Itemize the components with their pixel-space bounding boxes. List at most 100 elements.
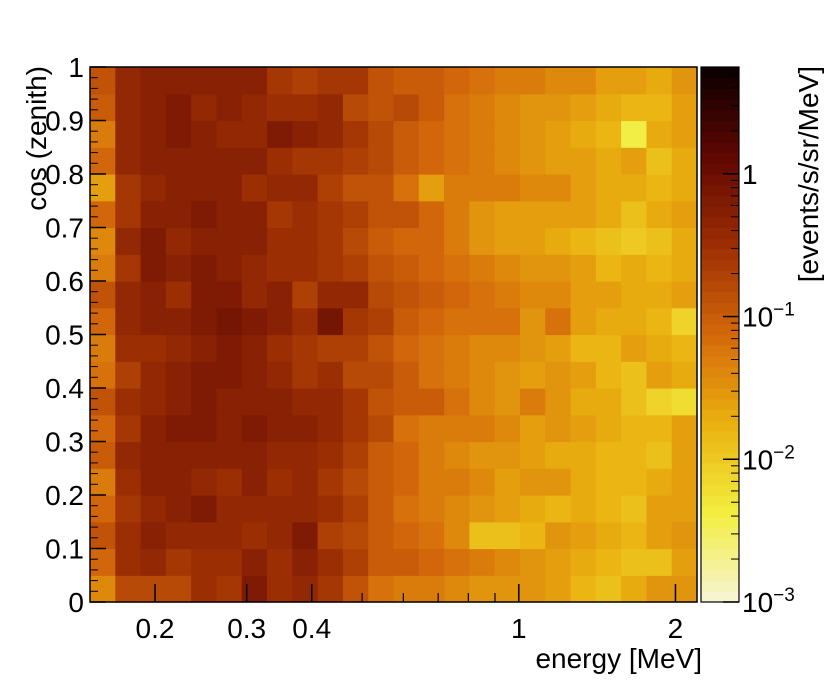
heatmap-cell [519,147,546,175]
heatmap-cell [469,93,496,122]
heatmap-cell [621,414,648,443]
heatmap-cell [292,281,319,309]
heatmap-cell [90,93,116,122]
heatmap-cell [292,361,319,389]
heatmap-cell [342,414,369,443]
heatmap-cell [595,548,622,576]
heatmap-cell [545,388,572,416]
heatmap-cell [165,174,192,202]
heatmap-cell [90,120,116,148]
colorbar-frame [700,66,740,603]
heatmap-cell [368,120,395,148]
heatmap-cell [519,67,546,95]
heatmap-cell [342,147,369,175]
heatmap-cell [646,281,673,309]
heatmap-cell [140,307,167,336]
heatmap-cell [444,441,470,469]
colorbar-band [701,88,739,100]
heatmap-cell [165,468,192,496]
heatmap-cell [90,575,116,603]
heatmap-cell [267,334,293,362]
heatmap-cell [241,361,268,389]
heatmap-cell [267,200,293,229]
heatmap-cell [393,67,420,95]
heatmap-cell [191,120,218,148]
heatmap-cell [368,334,395,362]
heatmap-cell [444,468,470,496]
colorbar-band [701,206,739,218]
heatmap-cell [140,495,167,523]
colorbar-band [701,184,739,196]
heatmap-cell [216,120,243,148]
y-tick-label: 1 [68,52,84,83]
heatmap-cell [342,441,369,469]
heatmap-cell [267,468,293,496]
heatmap-cell [241,307,268,336]
heatmap-cell [165,495,192,523]
heatmap-cell [165,334,192,362]
heatmap-cell [444,174,470,202]
heatmap-cell [393,174,420,202]
heatmap-cell [216,93,243,122]
heatmap-cell [646,227,673,255]
heatmap-cell [595,227,622,255]
heatmap-cell [570,307,597,336]
heatmap-cell [191,441,218,469]
heatmap-cell [519,575,546,603]
heatmap-cell [494,521,521,550]
heatmap-cell [671,307,698,336]
heatmap-cell [191,200,218,229]
heatmap-cell [519,495,546,523]
heatmap-cell [545,307,572,336]
colorbar-band [701,527,739,539]
heatmap-cell [165,93,192,122]
heatmap-cell [621,67,648,95]
heatmap-cell [342,254,369,282]
heatmap-cell [267,361,293,389]
heatmap-cell [90,388,116,416]
heatmap-cell [545,281,572,309]
heatmap-cell [368,441,395,469]
heatmap-cell [444,334,470,362]
heatmap-cell [621,441,648,469]
heatmap-cell [368,414,395,443]
heatmap-cell [519,548,546,576]
heatmap-cell [140,200,167,229]
x-tick-label: 0.4 [292,613,331,644]
heatmap-cell [165,521,192,550]
heatmap-cell [241,120,268,148]
heatmap-cell [317,307,344,336]
heatmap-cell [646,468,673,496]
heatmap-cell [646,67,673,95]
heatmap-cell [469,200,496,229]
heatmap-cell [342,227,369,255]
heatmap-cell [646,441,673,469]
heatmap-cell [216,414,243,443]
heatmap-cell [494,575,521,603]
heatmap-cell [418,521,445,550]
heatmap-cell [393,281,420,309]
heatmap-cell [90,414,116,443]
heatmap-cell [342,521,369,550]
heatmap-cell [393,414,420,443]
heatmap-cell [90,521,116,550]
heatmap-cell [595,93,622,122]
heatmap-cells [90,67,698,603]
heatmap-cell [570,93,597,122]
heatmap-cell [317,495,344,523]
heatmap-cell [292,388,319,416]
heatmap-cell [545,174,572,202]
heatmap-cell [90,361,116,389]
heatmap-cell [115,120,142,148]
heatmap-cell [317,548,344,576]
heatmap-cell [317,174,344,202]
heatmap-cell [191,174,218,202]
heatmap-cell [494,93,521,122]
heatmap-cell [621,93,648,122]
heatmap-cell [469,147,496,175]
heatmap-cell [621,548,648,576]
heatmap-cell [165,361,192,389]
colorbar-band [701,462,739,475]
heatmap-cell [494,388,521,416]
heatmap-cell [393,361,420,389]
